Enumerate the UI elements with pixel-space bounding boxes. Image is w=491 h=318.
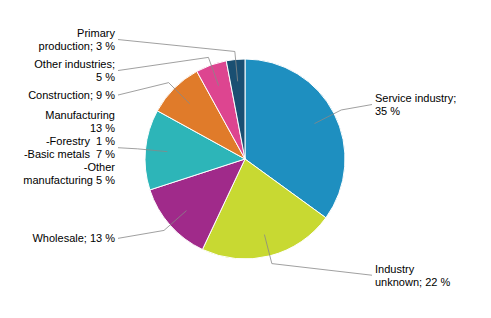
slice-label-line: production; 3 % xyxy=(39,40,116,52)
slice-label-line: Manufacturing xyxy=(45,109,115,121)
slice-label: Industryunknown; 22 % xyxy=(375,263,450,288)
labels: Service industry;35 % Industryunknown; 22… xyxy=(23,27,456,288)
slice-label-line: Wholesale; 13 % xyxy=(32,232,115,244)
slice-label: Other industries;5 % xyxy=(34,58,115,83)
leader-line xyxy=(314,105,372,124)
slice-label: Construction; 9 % xyxy=(28,89,115,101)
leader-line xyxy=(118,57,219,85)
slice-label: Primaryproduction; 3 % xyxy=(39,27,116,52)
slice-label-line: Service industry; xyxy=(375,92,456,104)
slice-label-line: 13 % xyxy=(90,122,115,134)
slice-label-line: 35 % xyxy=(375,105,400,117)
slice-label-line: Industry xyxy=(375,263,415,275)
chart: Service industry;35 % Industryunknown; 22… xyxy=(0,0,491,318)
slice-label-line: unknown; 22 % xyxy=(375,276,450,288)
leader-line xyxy=(118,211,186,239)
slice-label-line: -Forestry 1 % xyxy=(46,135,115,147)
leader-line xyxy=(118,83,190,104)
slice-label-line: -Basic metals 7 % xyxy=(24,148,115,160)
leader-line xyxy=(264,235,372,276)
leader-line xyxy=(118,40,238,82)
wedge xyxy=(226,59,245,159)
leader-line xyxy=(118,148,167,152)
slice-label: Wholesale; 13 % xyxy=(32,232,115,244)
slice-label-line: 5 % xyxy=(96,71,115,83)
slice-label: Service industry;35 % xyxy=(375,92,456,117)
slice-label-line: manufacturing 5 % xyxy=(23,174,115,186)
slice-label-line: Construction; 9 % xyxy=(28,89,115,101)
slice-label-line: Primary xyxy=(77,27,115,39)
slice-label-line: -Other xyxy=(84,161,116,173)
slice-label-line: Other industries; xyxy=(34,58,115,70)
slice-label: Manufacturing13 %-Forestry 1 %-Basic met… xyxy=(23,109,115,186)
